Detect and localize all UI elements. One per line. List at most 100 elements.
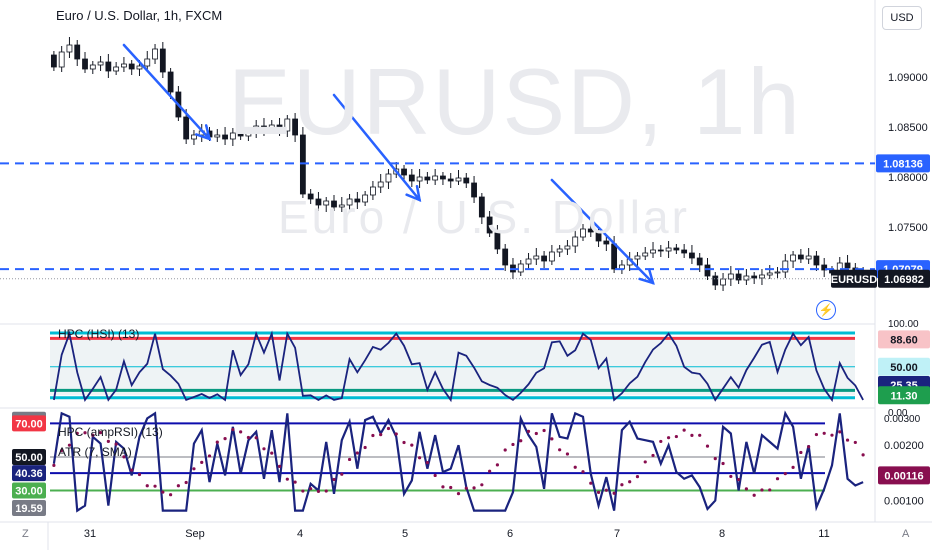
- candle-up: [548, 251, 555, 262]
- atr-dot: [207, 454, 212, 458]
- candle-up: [556, 248, 563, 253]
- candle-down: [276, 124, 283, 132]
- last-price-label: 1.06982: [884, 274, 924, 286]
- currency-button[interactable]: USD: [882, 6, 922, 30]
- atr-dot: [737, 477, 741, 482]
- candle-down: [424, 176, 431, 181]
- candle-down: [292, 118, 299, 136]
- atr-dot: [744, 487, 748, 491]
- hsi-bottom-cut-label: 0.00: [888, 408, 908, 419]
- time-tick-label: 8: [719, 528, 725, 540]
- trend-arrow-head: [195, 124, 212, 141]
- atr-dot: [75, 431, 79, 436]
- atr-dot: [698, 433, 702, 437]
- candle-down: [696, 257, 703, 266]
- candle-up: [572, 236, 579, 247]
- hline-price-label-bg: [876, 154, 930, 173]
- price-tick-label: 1.09000: [888, 72, 928, 84]
- trend-arrow-head: [405, 184, 422, 203]
- atr-dot: [620, 483, 624, 487]
- atr-dot: [223, 437, 227, 441]
- atr-dot: [651, 453, 655, 458]
- candle-down: [486, 216, 493, 234]
- candle-down: [844, 262, 851, 269]
- atr-dot: [441, 485, 445, 489]
- candle-down: [494, 232, 501, 250]
- atr-dot: [526, 429, 531, 433]
- atr-dot: [799, 450, 803, 455]
- atr-dot: [768, 488, 772, 492]
- hsi-mid-label: 50.00: [890, 362, 918, 374]
- amp-left-label-bg: [12, 415, 46, 432]
- atr-dot: [332, 477, 336, 482]
- atr-dot: [153, 484, 157, 488]
- atr-dot: [659, 439, 663, 444]
- atr-dot: [347, 457, 352, 462]
- atr-dot: [402, 440, 406, 445]
- candle-down: [673, 247, 680, 251]
- candle-down: [74, 44, 81, 60]
- atr-dot: [394, 432, 398, 436]
- atr-dot: [635, 475, 640, 479]
- candle-up: [634, 255, 641, 260]
- candle-up: [766, 272, 773, 276]
- atr-dot: [114, 442, 118, 446]
- candle-up: [191, 134, 197, 140]
- lightning-icon[interactable]: ⚡: [816, 300, 836, 320]
- candle-down: [222, 134, 228, 140]
- last-price-label-bg: [878, 269, 930, 288]
- time-tick-label: 5: [402, 528, 408, 540]
- atr-dot: [449, 485, 453, 490]
- candle-up: [97, 61, 104, 66]
- atr-dot: [417, 456, 422, 460]
- candle-up: [455, 177, 462, 182]
- atr-dot: [277, 464, 282, 468]
- candle-down: [128, 63, 135, 70]
- hsi-top-cut-label: 100.00: [888, 319, 919, 330]
- time-tick-label: 11: [818, 528, 829, 540]
- hsi-indicator-line: [53, 330, 864, 403]
- candle-up: [89, 64, 96, 70]
- atr-dot: [363, 445, 367, 450]
- candle-down: [797, 254, 804, 260]
- atr-dot: [200, 460, 204, 464]
- candle-down: [315, 198, 322, 206]
- atr-dot: [433, 473, 437, 478]
- atr-dot: [98, 431, 103, 435]
- auto-scale-right-button[interactable]: A: [902, 528, 910, 540]
- candle-down: [440, 175, 446, 180]
- candle-up: [121, 63, 127, 68]
- atr-dot: [752, 493, 756, 497]
- candle-up: [58, 51, 65, 68]
- amp-left-label: 30.00: [15, 486, 43, 498]
- atr-dot: [371, 433, 375, 438]
- candle-up: [245, 131, 252, 137]
- amp-left-label: 19.59: [15, 503, 43, 515]
- atr-dot: [511, 442, 515, 447]
- atr-value-label-bg: [878, 466, 930, 485]
- price-tick-label: 1.08500: [888, 122, 928, 134]
- atr-dot: [705, 444, 710, 448]
- atr-dot: [301, 489, 305, 493]
- time-tick-label: 31: [84, 528, 96, 540]
- auto-scale-left-button[interactable]: Z: [22, 528, 29, 540]
- candle-up: [268, 124, 275, 130]
- atr-dot: [254, 436, 258, 440]
- candle-up: [66, 44, 73, 53]
- candle-up: [152, 48, 158, 60]
- atr-dot: [246, 435, 251, 440]
- candle-up: [533, 255, 540, 260]
- atr-dot: [628, 480, 632, 484]
- atr-dot: [293, 480, 297, 484]
- atr-dot: [425, 461, 429, 465]
- watermark-description: Euro / U.S. Dollar: [278, 191, 690, 243]
- amp-left-label-bg: [12, 448, 46, 465]
- atr-dot: [270, 451, 274, 455]
- symbol-tag: EURUSD: [831, 274, 878, 286]
- amp-left-label-bg: [12, 499, 46, 516]
- candle-up: [284, 118, 291, 132]
- candle-up: [564, 245, 571, 250]
- atr-dot: [262, 447, 266, 451]
- hsi-upper-label-bg: [878, 330, 930, 349]
